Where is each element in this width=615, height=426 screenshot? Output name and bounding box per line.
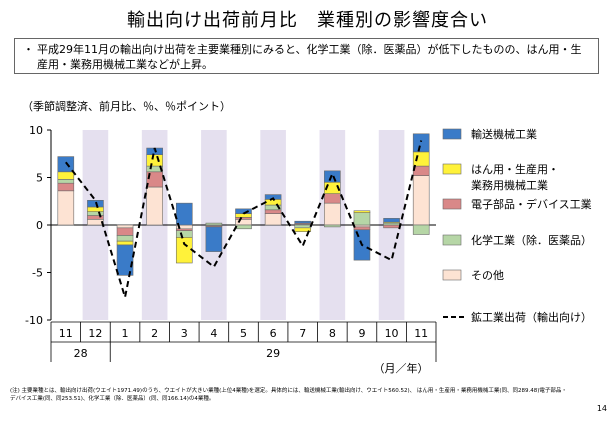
page-number: 14 [596,404,607,413]
x-tick-label: 11 [59,327,73,340]
bar-segment-electronics [324,193,341,204]
bar-segment-chemical [235,224,252,230]
bar-segment-transport [324,170,341,183]
bar-segment-transport [383,218,400,223]
year-label: 28 [74,347,88,360]
bar-segment-machinery [235,213,252,218]
bar-segment-other [87,219,104,226]
x-tick-label: 8 [329,327,336,340]
legend-swatch-machinery [442,163,462,175]
bar-segment-machinery [87,206,104,212]
x-tick-label: 7 [299,327,306,340]
x-tick-label: 3 [181,327,188,340]
legend-label: 化学工業（除．医薬品） [471,233,592,247]
bar-segment-other [412,175,430,226]
bar-segment-other [146,186,163,226]
bar-segment-electronics [116,227,134,236]
bar-segment-chemical [87,211,104,216]
bar-segment-chemical [412,224,430,235]
bar-segment-transport [175,202,193,226]
x-tick-label: 12 [88,327,102,340]
legend-label: 輸送機械工業 [471,127,537,141]
footnote: (注) 主要業種とは、輸出向け出荷(ウエイト1971.49)のうち、ウエイトが大… [10,388,567,402]
x-tick-label: 10 [385,327,399,340]
summary-text: 平成29年11月の輸出向け出荷を主要業種別にみると、化学工業（除．医薬品）が低下… [37,43,582,71]
bar-segment-machinery [294,227,312,232]
legend-label: 電子部品・デバイス工業 [471,197,592,211]
x-tick-label: 6 [270,327,277,340]
bar-segment-chemical [353,212,371,226]
bar-segment-electronics [264,209,282,214]
x-tick-label: 2 [151,327,158,340]
legend-swatch-electronics [442,198,462,210]
bar-segment-transport [116,244,134,276]
page-title: 輸出向け出荷前月比 業種別の影響度合い [127,10,488,31]
legend-label: その他 [471,269,504,282]
y-tick-label: 10 [29,124,43,137]
unit-label: （季節調整済、前月比、％、％ポイント） [22,100,231,113]
legend-label: 業務用機械工業 [471,178,548,192]
legend-swatch-other [442,269,462,281]
x-tick-label: 11 [414,327,428,340]
legend-label: はん用・生産用・ [471,162,559,176]
bar-segment-machinery [57,171,75,180]
bar-segment-other [264,213,282,226]
bar-segment-chemical [57,179,75,184]
bar-segment-machinery [353,210,371,213]
y-tick-label: 5 [36,172,43,185]
bar-segment-chemical [116,235,134,242]
x-tick-label: 9 [358,327,365,340]
summary-bullet: ・ [23,43,34,56]
bar-segment-other [116,224,134,229]
x-tick-label: 1 [122,327,129,340]
legend-label: 鉱工業出荷（輸出向け） [471,310,592,324]
legend-swatch-transport [442,128,462,140]
bar-segment-electronics [383,224,400,229]
year-label: 29 [266,347,280,360]
bar-segment-transport [205,226,223,252]
y-tick-label: -5 [32,267,43,280]
bar-segment-electronics [353,226,371,231]
period-label: （月／年） [374,361,429,375]
y-tick-label: 0 [36,219,43,232]
bar-segment-transport [294,220,312,224]
bar-segment-other [57,190,75,226]
bar-segment-chemical [175,230,193,238]
bar-segment-chemical [294,224,312,229]
bar-segment-other [324,202,341,226]
line-series [65,140,423,298]
bar-segment-transport [412,133,430,153]
y-tick-label: -10 [25,314,43,327]
x-tick-label: 5 [240,327,247,340]
bar-segment-chemical [205,222,223,226]
bar-segment-transport [57,156,75,173]
bar-segment-machinery [116,240,134,246]
bar-segment-machinery [175,237,193,264]
bar-segment-electronics [412,165,430,176]
x-tick-label: 4 [210,327,217,340]
summary-box: ・ 平成29年11月の輸出向け出荷を主要業種別にみると、化学工業（除．医薬品）が… [14,38,599,74]
bar-segment-chemical [324,224,341,228]
bar-segment-electronics [57,182,75,192]
legend-swatch-chemical [442,234,462,246]
bar-segment-machinery [146,154,163,167]
